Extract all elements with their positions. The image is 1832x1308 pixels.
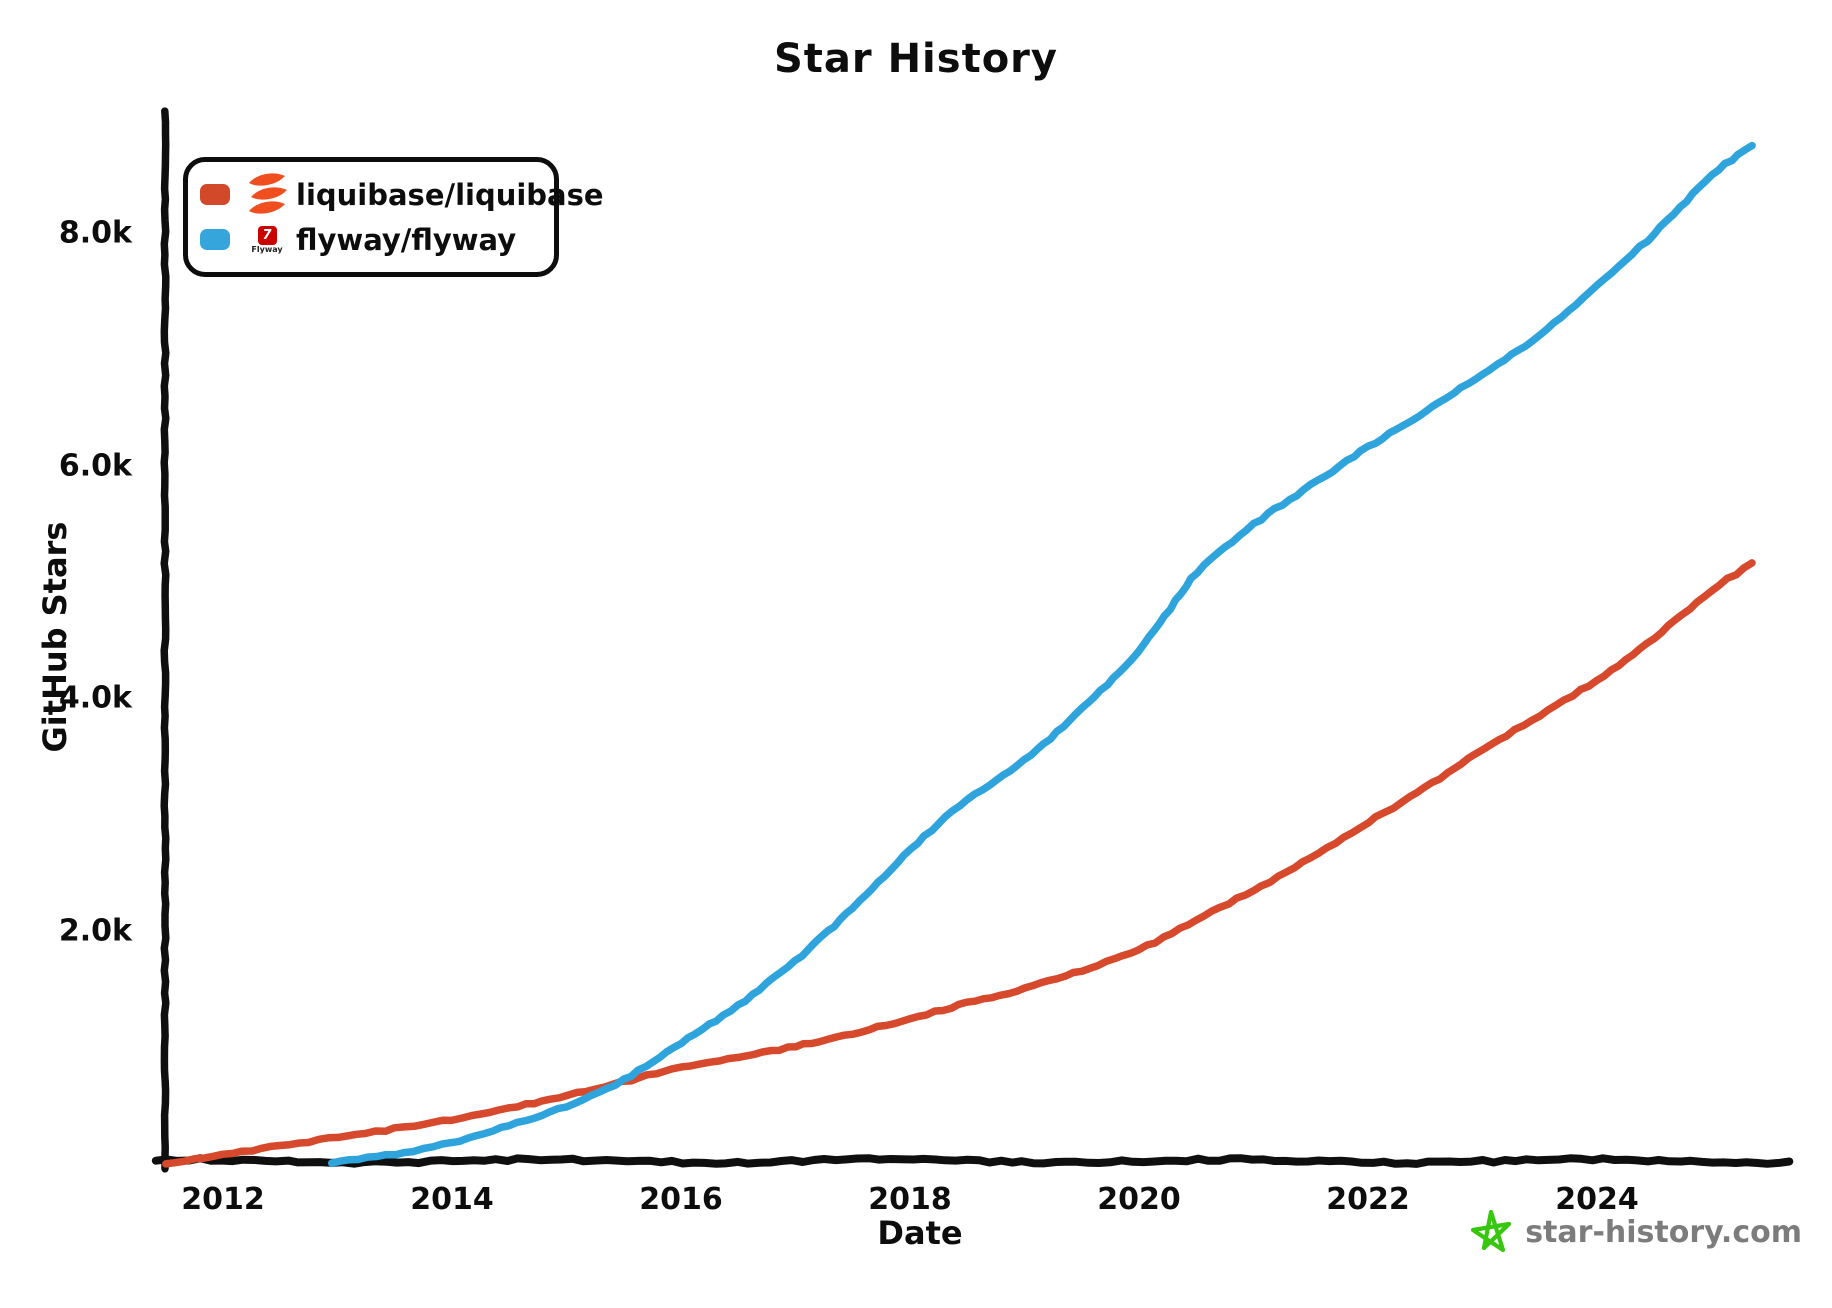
legend-label-flyway: flyway/flyway <box>296 222 517 257</box>
x-axis-label: Date <box>877 1214 963 1252</box>
flyway-logo-icon: 7 Flyway <box>238 225 296 254</box>
series-line-flyway <box>327 141 1756 1167</box>
y-tick-8.0k: 8.0k <box>58 215 132 251</box>
legend-item-liquibase: liquibase/liquibase <box>200 171 604 219</box>
legend-label-liquibase: liquibase/liquibase <box>296 177 604 212</box>
flyway-square-icon: 7 <box>257 225 277 245</box>
liquibase-logo-icon <box>238 171 296 219</box>
x-tick-2018: 2018 <box>868 1182 952 1217</box>
x-tick-2020: 2020 <box>1097 1182 1181 1217</box>
y-tick-6.0k: 6.0k <box>58 448 132 483</box>
y-tick-2.0k: 2.0k <box>58 913 132 948</box>
legend: liquibase/liquibase 7 Flyway flyway/flyw… <box>183 157 604 277</box>
star-icon <box>1471 1209 1512 1253</box>
x-tick-2012: 2012 <box>181 1182 265 1217</box>
flyway-color-swatch <box>200 229 230 250</box>
x-tick-2024: 2024 <box>1555 1182 1639 1217</box>
y-tick-4.0k: 4.0k <box>58 680 132 716</box>
chart-title: Star History <box>774 36 1058 82</box>
series-line-liquibase <box>162 559 1756 1168</box>
legend-item-flyway: 7 Flyway flyway/flyway <box>200 217 538 262</box>
x-tick-2022: 2022 <box>1326 1182 1410 1217</box>
y-axis-line <box>160 107 170 1173</box>
x-tick-2014: 2014 <box>410 1182 494 1217</box>
y-axis-label: GitHub Stars <box>36 521 74 753</box>
x-axis-line <box>151 1154 1794 1168</box>
flyway-logo-word: Flyway <box>251 244 283 254</box>
liquibase-color-swatch <box>200 184 230 205</box>
x-tick-2016: 2016 <box>639 1182 723 1217</box>
watermark-text: star-history.com <box>1525 1214 1802 1250</box>
watermark-link[interactable]: star-history.com <box>1467 1208 1802 1256</box>
